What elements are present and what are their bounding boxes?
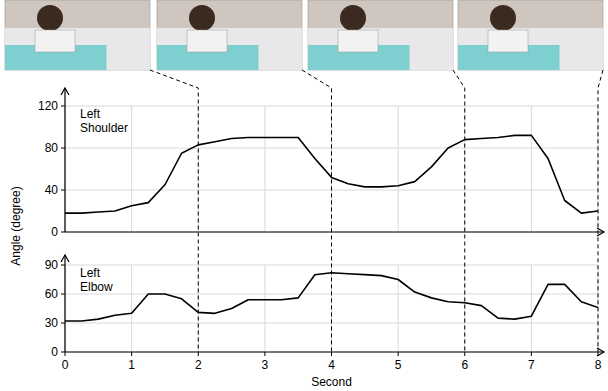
x-axis — [65, 231, 604, 232]
axis-arrow — [61, 255, 69, 262]
y-axis-label: Angle (degree) — [9, 186, 23, 265]
grid-line — [264, 106, 265, 232]
grid-line — [531, 106, 532, 232]
tick — [61, 352, 65, 353]
tick — [65, 352, 66, 356]
tick — [464, 352, 465, 356]
grid-line — [131, 265, 132, 352]
tick — [131, 352, 132, 356]
tick — [331, 352, 332, 356]
series-label-part: Left — [80, 266, 101, 280]
y-tick-label: 0 — [51, 225, 58, 239]
series-label: LeftShoulder — [80, 107, 128, 135]
photo — [5, 0, 150, 70]
photo-bg — [157, 28, 302, 70]
photo-head — [490, 5, 516, 31]
photo — [157, 0, 302, 70]
series-label-part: Left — [80, 107, 101, 121]
y-tick-label: 60 — [45, 287, 59, 301]
photo — [308, 0, 453, 70]
x-tick-label: 0 — [62, 358, 69, 372]
series-label-part: Elbow — [80, 280, 113, 294]
chart: 04080120Angle (degree)LeftShoulder030609… — [0, 0, 608, 391]
x-axis — [65, 351, 604, 352]
photo-frame — [157, 0, 302, 70]
y-tick-label: 120 — [38, 99, 58, 113]
photo-head — [37, 5, 63, 31]
x-tick-label: 2 — [195, 358, 202, 372]
y-axis — [64, 88, 65, 232]
x-tick-label: 3 — [262, 358, 269, 372]
x-tick-label: 1 — [128, 358, 135, 372]
x-axis-label: Second — [311, 375, 352, 389]
photo-head — [189, 5, 215, 31]
tick — [61, 323, 65, 324]
x-tick-label: 7 — [528, 358, 535, 372]
photo-bg — [308, 28, 453, 70]
photo-body — [338, 30, 378, 52]
tick — [61, 232, 65, 233]
photo-bg — [5, 28, 150, 70]
x-tick-label: 5 — [395, 358, 402, 372]
y-tick-label: 80 — [45, 141, 59, 155]
photo-bg — [458, 28, 603, 70]
series-label-part: Shoulder — [80, 121, 128, 135]
photo — [458, 0, 603, 70]
tick — [264, 352, 265, 356]
series-label: LeftElbow — [80, 266, 113, 294]
y-axis — [64, 255, 65, 352]
photo-body — [488, 30, 528, 52]
frame-marker — [598, 70, 603, 352]
grid-line — [531, 265, 532, 352]
x-tick-label: 4 — [328, 358, 335, 372]
photo-frame — [308, 0, 453, 70]
tick — [398, 352, 399, 356]
tick — [61, 190, 65, 191]
x-tick-label: 8 — [595, 358, 602, 372]
grid-line — [398, 106, 399, 232]
photo-body — [35, 30, 75, 52]
frame-marker — [150, 70, 198, 352]
y-tick-label: 0 — [51, 345, 58, 359]
tick — [61, 148, 65, 149]
photo-frame — [5, 0, 150, 70]
photo-head — [340, 5, 366, 31]
tick — [61, 294, 65, 295]
photo-body — [187, 30, 227, 52]
y-tick-label: 40 — [45, 183, 59, 197]
y-tick-label: 30 — [45, 316, 59, 330]
x-tick-label: 6 — [461, 358, 468, 372]
axis-arrow — [61, 88, 69, 95]
tick — [598, 352, 599, 356]
tick — [531, 352, 532, 356]
y-tick-label: 90 — [45, 258, 59, 272]
photo-frame — [458, 0, 603, 70]
frame-marker — [302, 70, 332, 352]
tick — [198, 352, 199, 356]
grid-line — [398, 265, 399, 352]
grid-line — [131, 106, 132, 232]
frame-marker — [453, 70, 465, 352]
grid-line — [264, 265, 265, 352]
tick — [61, 265, 65, 266]
tick — [61, 106, 65, 107]
